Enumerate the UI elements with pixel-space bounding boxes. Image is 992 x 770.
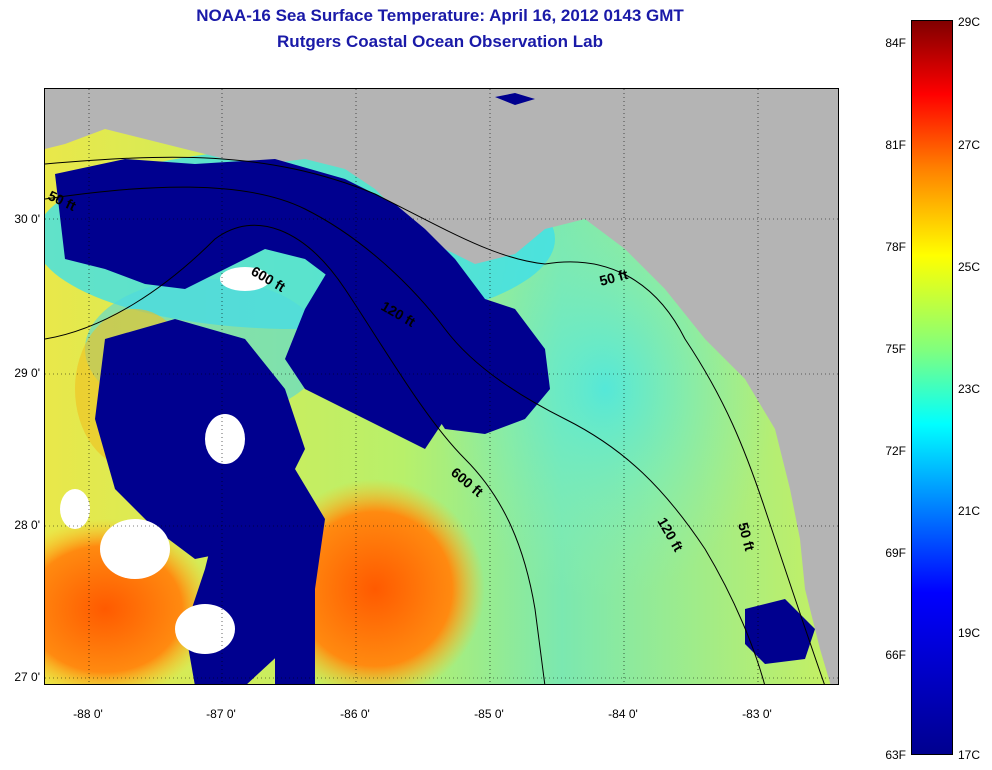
sst-map-image: 50 ft 600 ft 120 ft 50 ft 600 ft 120 ft … [45,89,838,684]
lon-label: -88 0' [73,707,103,721]
colorbar-f-label: 69F [885,546,906,560]
map-subtitle: Rutgers Coastal Ocean Observation Lab [277,32,603,51]
colorbar-f-label: 72F [885,444,906,458]
lon-label: -87 0' [206,707,236,721]
colorbar-c-label: 19C [958,626,981,640]
no-data-patches [60,267,270,654]
colorbar-f-label: 75F [885,342,906,356]
lon-label: -84 0' [608,707,638,721]
lat-label: 28 0' [14,518,40,532]
colorbar-c-label: 17C [958,748,981,762]
colorbar-c-label: 27C [958,138,981,152]
lon-label: -85 0' [474,707,504,721]
lon-label: -86 0' [340,707,370,721]
lat-label: 29 0' [14,366,40,380]
grid [45,89,838,684]
colorbar-f-label: 63F [885,748,906,762]
colorbar-f-label: 66F [885,648,906,662]
colorbar-f-label: 81F [885,138,906,152]
colorbar-c-label: 23C [958,382,981,396]
land-area [45,89,838,684]
colorbar-f-label: 78F [885,240,906,254]
colorbar-c-label: 21C [958,504,981,518]
lon-label: -83 0' [742,707,772,721]
depth-contours [45,156,825,684]
cloud-cover [55,93,815,684]
sst-map: 50 ft 600 ft 120 ft 50 ft 600 ft 120 ft … [44,88,839,685]
colorbar-f-label: 84F [885,36,906,50]
contour-label: 50 ft [598,266,630,289]
lat-label: 30 0' [14,212,40,226]
map-title: NOAA-16 Sea Surface Temperature: April 1… [196,6,684,25]
colorbar-c-label: 25C [958,260,981,274]
colorbar-c-label: 29C [958,15,981,29]
temperature-colorbar [911,20,953,755]
lat-label: 27 0' [14,670,40,684]
contour-label: 50 ft [735,521,758,553]
